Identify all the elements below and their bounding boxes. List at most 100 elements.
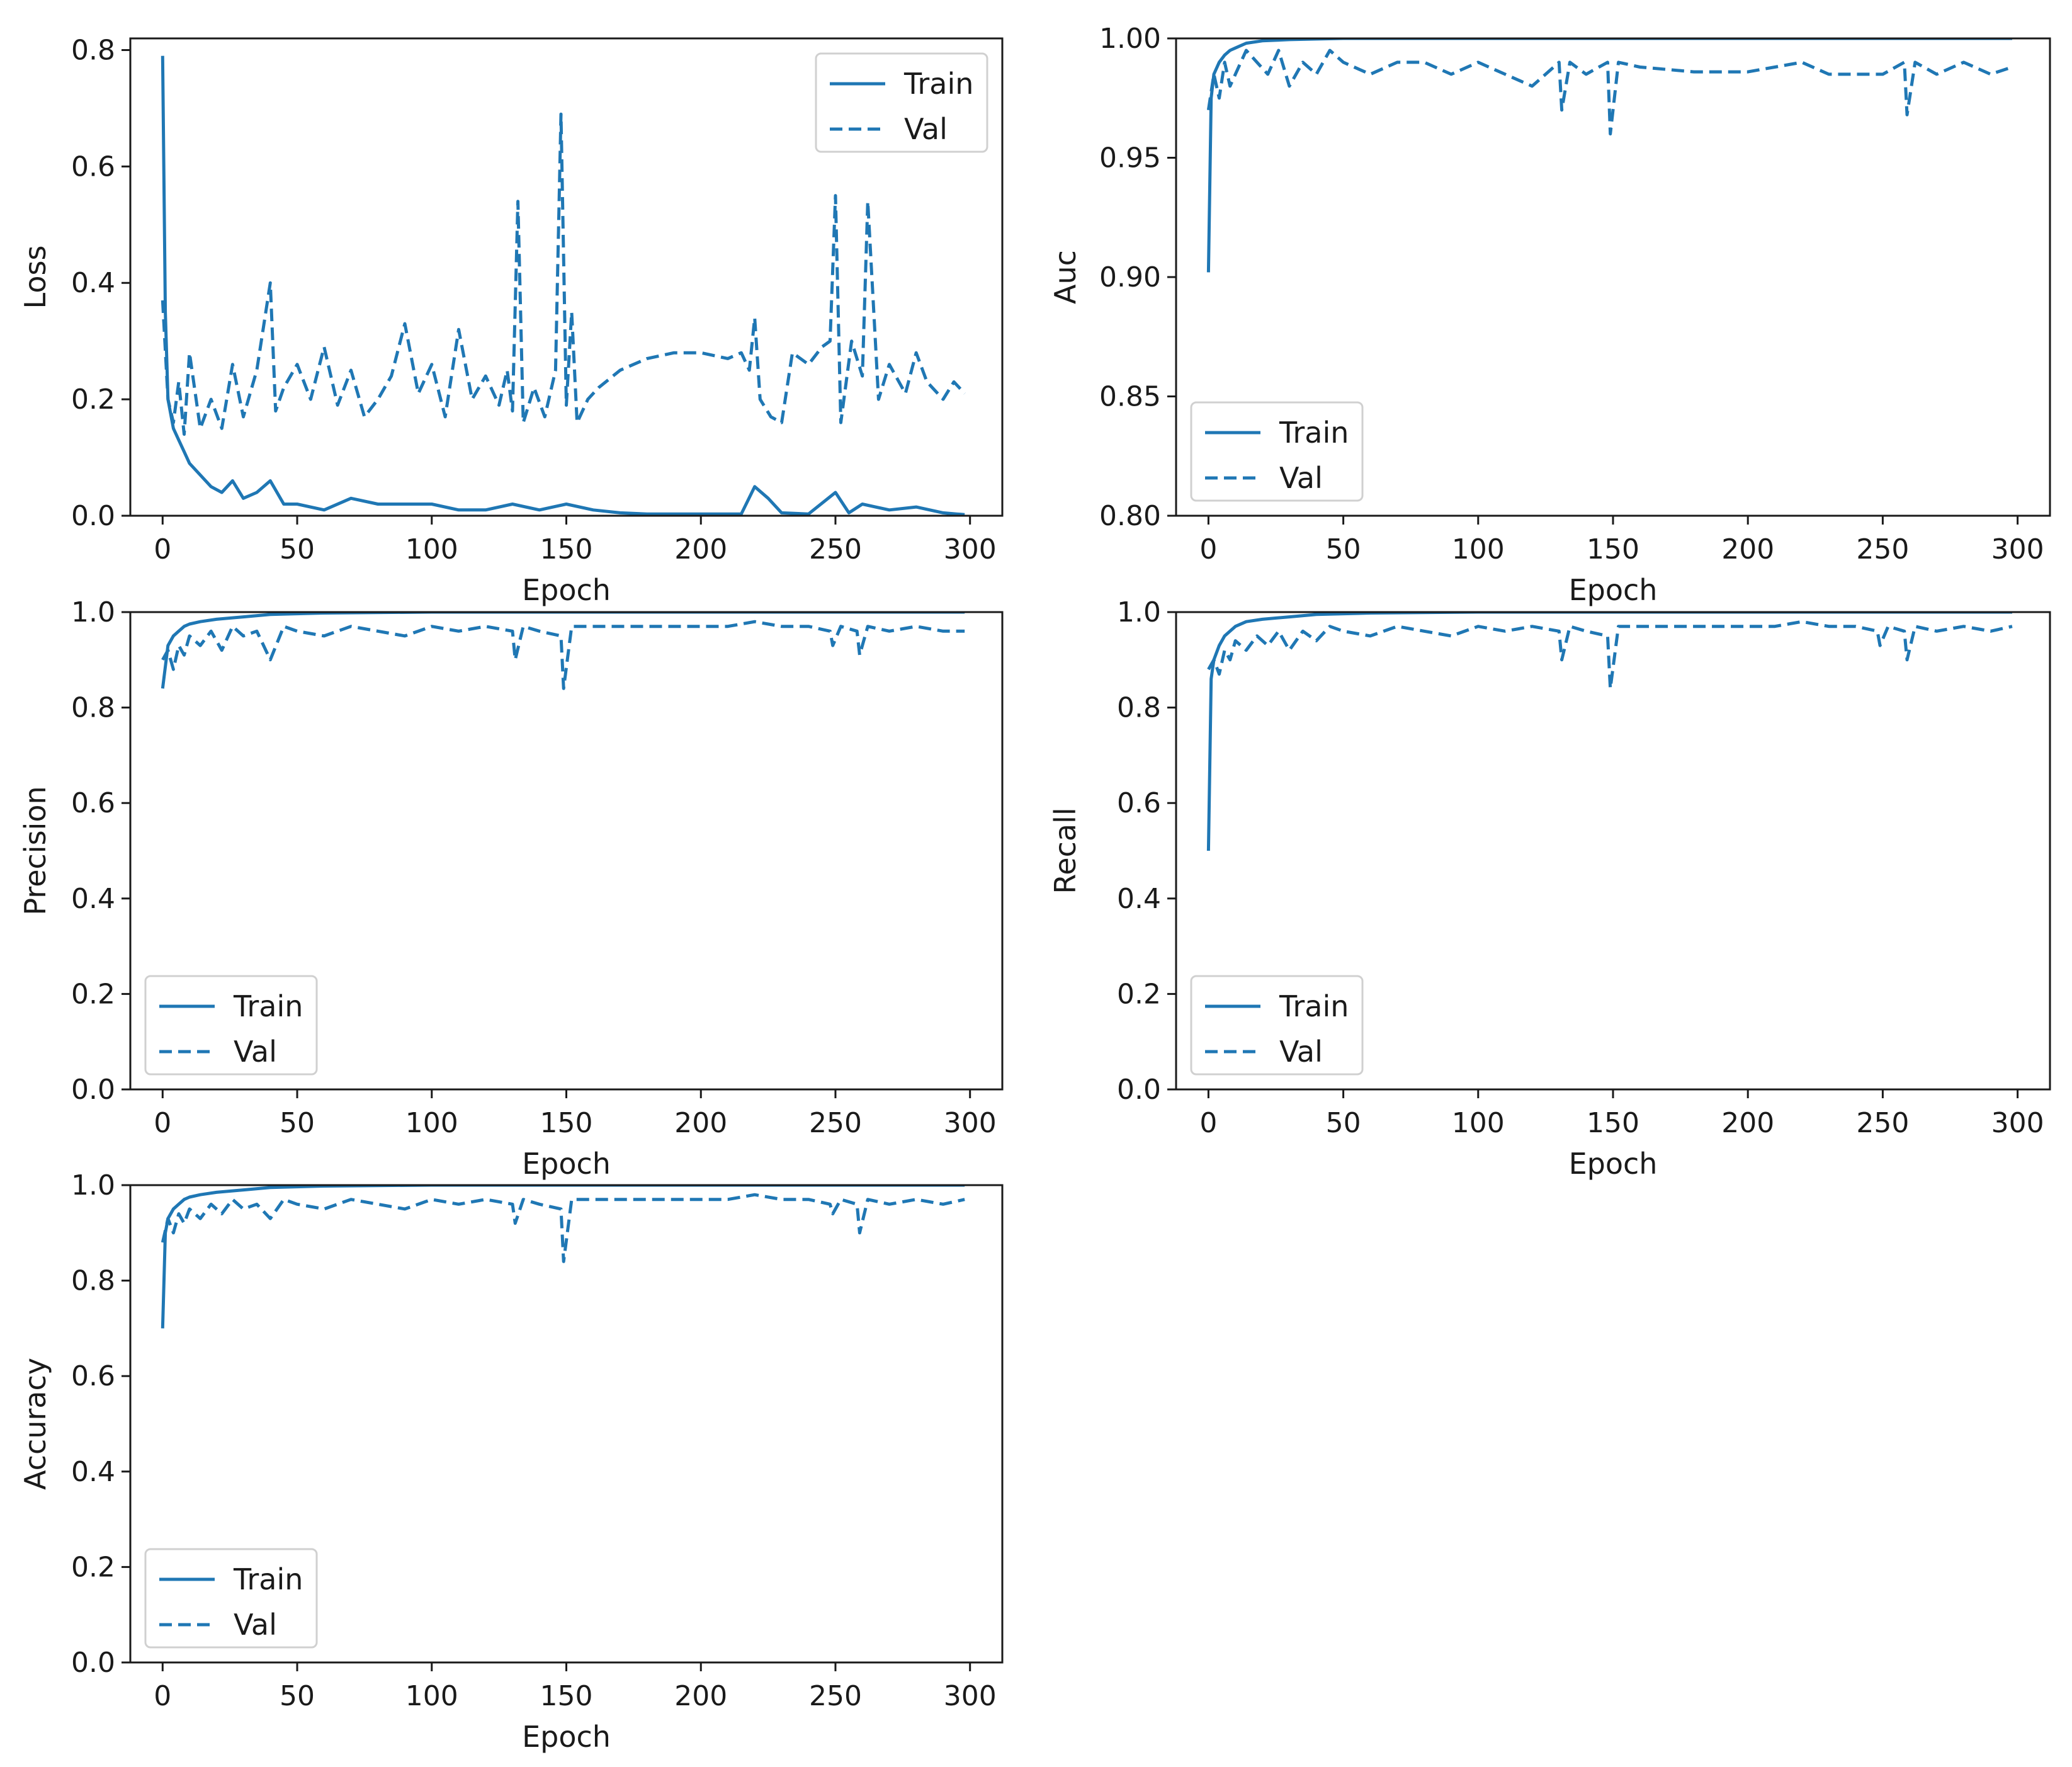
x-tick-label: 200 xyxy=(674,1680,727,1712)
legend-label-train: Train xyxy=(1279,416,1349,450)
y-tick-label: 0.80 xyxy=(1099,500,1161,532)
x-tick-label: 50 xyxy=(280,1680,315,1712)
y-axis-label: Loss xyxy=(18,246,52,309)
y-axis-label: Precision xyxy=(18,786,52,915)
series-line-train xyxy=(161,1185,965,1329)
y-tick-label: 0.8 xyxy=(71,1265,115,1297)
y-tick-label: 1.00 xyxy=(1099,23,1161,55)
y-tick-label: 0.4 xyxy=(1117,883,1161,915)
x-tick-label: 150 xyxy=(540,1680,593,1712)
x-tick-label: 50 xyxy=(280,533,315,565)
x-axis-label: Epoch xyxy=(522,1147,611,1181)
series-line-train xyxy=(1206,38,2012,273)
y-tick-label: 0.2 xyxy=(71,1551,115,1583)
y-tick-label: 1.0 xyxy=(1117,596,1161,628)
y-tick-label: 1.0 xyxy=(71,596,115,628)
legend-label-train: Train xyxy=(1279,989,1349,1023)
legend-label-train: Train xyxy=(233,989,303,1023)
series-line-val xyxy=(161,1193,965,1263)
legend-box xyxy=(144,975,318,1076)
x-tick-label: 50 xyxy=(1326,1107,1361,1139)
y-tick-label: 0.8 xyxy=(71,692,115,724)
legend-box xyxy=(815,52,988,153)
y-tick-label: 0.6 xyxy=(71,787,115,819)
series-line-val xyxy=(161,620,965,690)
series-line-train xyxy=(161,612,965,689)
y-tick-label: 0.8 xyxy=(1117,692,1161,724)
legend: Train Val xyxy=(144,975,318,1076)
y-tick-label: 0.8 xyxy=(71,34,115,66)
chart-loss: 0 50 100 150 200 250 300 0.0 0.2 0.4 0.6 0.8 Epoch Lo… xyxy=(18,34,1004,607)
series-line-train xyxy=(1206,612,2012,851)
series-line-val xyxy=(161,112,966,436)
legend-label-val: Val xyxy=(1279,461,1323,495)
x-tick-label: 100 xyxy=(405,1680,458,1712)
y-axis-label: Recall xyxy=(1048,807,1082,894)
chart-auc: 0 50 100 150 200 250 300 0.80 0.85 0.90 0.95 1.00 Ep… xyxy=(1048,23,2051,607)
y-tick-label: 0.2 xyxy=(71,978,115,1010)
legend-label-val: Val xyxy=(1279,1035,1323,1069)
x-tick-label: 100 xyxy=(1452,533,1505,565)
x-axis-label: Epoch xyxy=(1569,573,1658,607)
x-tick-label: 200 xyxy=(1721,533,1774,565)
y-tick-label: 0.4 xyxy=(71,1456,115,1488)
chart-precision: 0 50 100 150 200 250 300 0.0 0.2 0.4 0.6 0.8 1.0 Epoc… xyxy=(18,596,1004,1181)
x-tick-label: 0 xyxy=(154,1680,171,1712)
y-axis-label: Auc xyxy=(1048,250,1082,304)
series-line-val xyxy=(1207,620,2013,690)
legend-label-val: Val xyxy=(234,1608,277,1642)
legend: Train Val xyxy=(1190,975,1364,1076)
x-tick-label: 300 xyxy=(944,1107,997,1139)
x-tick-label: 200 xyxy=(1721,1107,1774,1139)
y-tick-label: 0.0 xyxy=(1117,1074,1161,1106)
y-tick-label: 0.6 xyxy=(1117,787,1161,819)
x-axis-label: Epoch xyxy=(522,573,611,607)
x-tick-label: 150 xyxy=(540,533,593,565)
x-tick-label: 150 xyxy=(1587,1107,1639,1139)
series-line-val xyxy=(1206,48,2013,136)
x-tick-label: 0 xyxy=(154,1107,171,1139)
y-tick-label: 0.90 xyxy=(1099,261,1161,293)
legend-box xyxy=(1190,401,1364,502)
legend: Train Val xyxy=(1190,401,1364,502)
x-tick-label: 50 xyxy=(280,1107,315,1139)
series-line-train xyxy=(161,55,965,516)
x-tick-label: 200 xyxy=(674,533,727,565)
x-tick-label: 250 xyxy=(809,533,862,565)
y-tick-label: 0.95 xyxy=(1099,142,1161,174)
x-tick-label: 0 xyxy=(154,533,171,565)
x-tick-label: 250 xyxy=(1856,533,1909,565)
x-tick-label: 250 xyxy=(809,1680,862,1712)
x-tick-label: 300 xyxy=(1991,1107,2044,1139)
legend-label-train: Train xyxy=(233,1562,303,1596)
x-tick-label: 100 xyxy=(1452,1107,1505,1139)
y-axis-label: Accuracy xyxy=(18,1358,52,1490)
x-tick-label: 100 xyxy=(405,533,458,565)
x-tick-label: 150 xyxy=(540,1107,593,1139)
x-tick-label: 250 xyxy=(1856,1107,1909,1139)
chart-recall: 0 50 100 150 200 250 300 0.0 0.2 0.4 0.6 0.8 1.0 Epoc… xyxy=(1048,596,2051,1181)
x-tick-label: 300 xyxy=(1991,533,2044,565)
legend-label-val: Val xyxy=(904,112,948,146)
x-tick-label: 0 xyxy=(1199,533,1217,565)
y-tick-label: 0.2 xyxy=(1117,978,1161,1010)
y-tick-label: 0.4 xyxy=(71,267,115,299)
y-tick-label: 0.6 xyxy=(71,151,115,183)
legend: Train Val xyxy=(815,52,988,153)
y-tick-label: 0.0 xyxy=(71,1647,115,1679)
y-tick-label: 1.0 xyxy=(71,1169,115,1202)
y-tick-label: 0.0 xyxy=(71,500,115,532)
legend: Train Val xyxy=(144,1548,318,1649)
legend-box xyxy=(144,1548,318,1649)
y-tick-label: 0.2 xyxy=(71,384,115,416)
legend-label-val: Val xyxy=(234,1035,277,1069)
y-tick-label: 0.4 xyxy=(71,883,115,915)
x-tick-label: 50 xyxy=(1326,533,1361,565)
y-tick-label: 0.85 xyxy=(1099,381,1161,413)
x-axis-label: Epoch xyxy=(1569,1147,1658,1181)
legend-label-train: Train xyxy=(903,67,973,101)
y-tick-label: 0.6 xyxy=(71,1360,115,1392)
y-tick-label: 0.0 xyxy=(71,1074,115,1106)
x-tick-label: 300 xyxy=(944,533,997,565)
